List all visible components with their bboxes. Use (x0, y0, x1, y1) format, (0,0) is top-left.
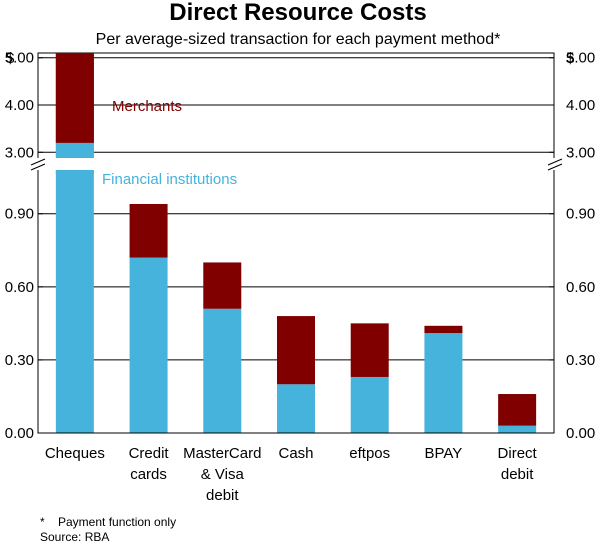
x-category-label: Cash (278, 445, 313, 462)
y-tick-label-left: 0.00 (5, 425, 34, 442)
y-tick-label-right: 0.90 (566, 206, 595, 223)
bar-financial-institutions (277, 384, 315, 433)
source-note: Source: RBA (40, 530, 109, 543)
chart-subtitle: Per average-sized transaction for each p… (96, 31, 501, 48)
legend-merchants: Merchants (112, 98, 182, 115)
y-tick-label-left: 3.00 (5, 144, 34, 161)
chart-title: Direct Resource Costs (169, 0, 426, 26)
y-unit-right: $ (566, 50, 575, 67)
axis-break (30, 158, 570, 171)
bar-financial-institutions (424, 333, 463, 433)
bar-financial-institutions (350, 376, 389, 433)
y-tick-label-left: 4.00 (5, 97, 34, 114)
bar-financial-institutions-upper (55, 142, 94, 157)
y-tick-label-right: 3.00 (566, 144, 595, 161)
x-category-label: Direct debit (498, 445, 538, 483)
footnote: * Payment function only (40, 515, 176, 529)
x-category-label: eftpos (349, 445, 390, 462)
y-tick-label-right: 4.00 (566, 97, 595, 114)
x-category-label: Cheques (45, 445, 105, 462)
bar-merchants-upper (55, 53, 94, 143)
y-tick-label-right: 5.00 (566, 50, 595, 67)
category-labels: Cheques Credit cards MasterCard & Visa debit C… (45, 445, 538, 504)
bar-financial-institutions (129, 257, 168, 433)
bar-merchants (498, 394, 537, 426)
y-unit-left: $ (6, 50, 15, 67)
plot-frame (37, 52, 555, 434)
bar-financial-institutions (55, 142, 94, 433)
bar-merchants (129, 203, 168, 258)
bar-financial-institutions-break-continuation (55, 170, 94, 174)
overlay (55, 53, 94, 174)
y-tick-label-left: 0.60 (5, 279, 34, 296)
bar-merchants (424, 325, 463, 334)
y-tick-label-left: 5.00 (5, 50, 34, 67)
y-tick-label-right: 0.60 (566, 279, 595, 296)
legend-financial-institutions: Financial institutions (102, 171, 237, 188)
bar-merchants (203, 262, 242, 309)
y-tick-label-right: 0.00 (566, 425, 595, 442)
bar-financial-institutions (498, 425, 537, 433)
y-tick-label-left: 0.90 (5, 206, 34, 223)
y-tick-label-right: 0.30 (566, 352, 595, 369)
y-tick-label-left: 0.30 (5, 352, 34, 369)
bar-merchants (277, 316, 315, 385)
tick-labels: 0.00 0.00 0.30 0.30 0.60 0.60 0.90 0.90 3.00 3.00… (5, 50, 595, 442)
bar-financial-institutions (203, 308, 242, 433)
x-category-label: MasterCard & Visa debit (183, 445, 261, 504)
bar-merchants (350, 323, 389, 377)
x-category-label: Credit cards (129, 445, 170, 483)
bars (55, 53, 537, 433)
x-category-label: BPAY (425, 445, 463, 462)
